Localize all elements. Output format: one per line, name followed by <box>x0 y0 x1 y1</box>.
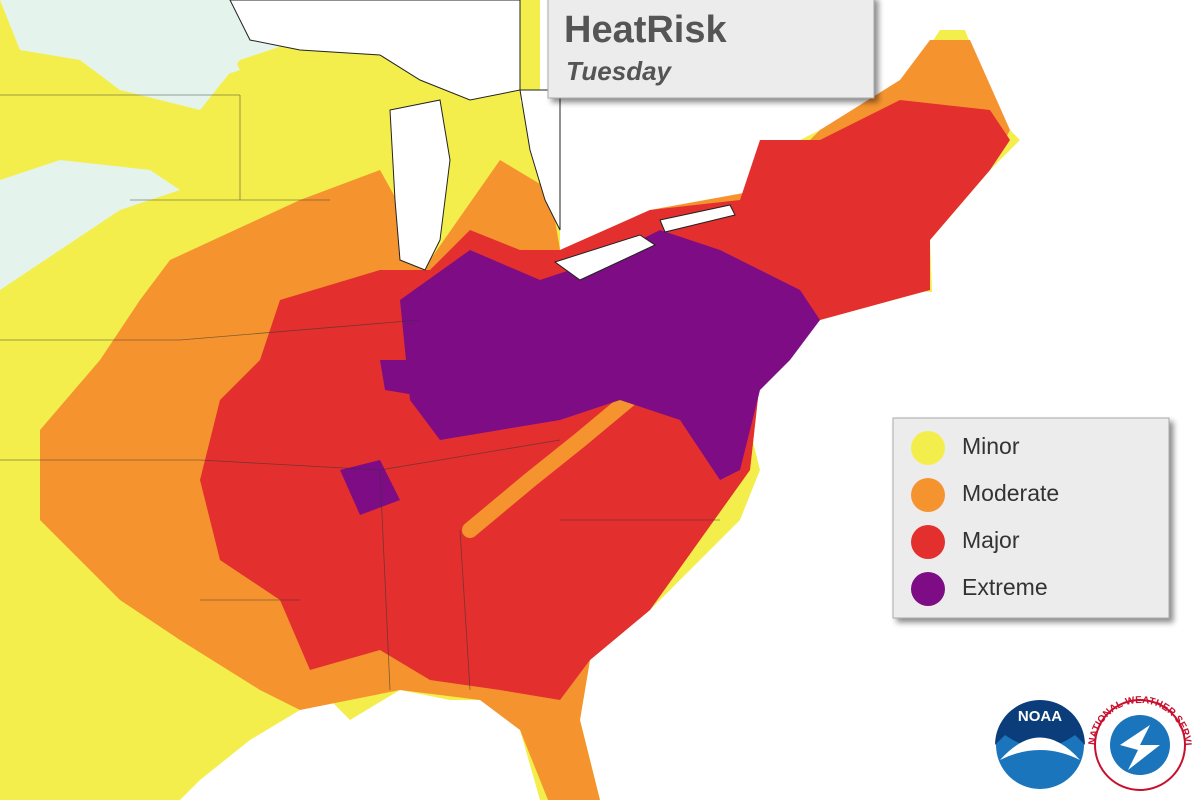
legend: Minor Moderate Major Extreme <box>892 417 1170 619</box>
lake-superior <box>229 0 521 101</box>
lake-ontario <box>659 204 736 233</box>
region-extreme <box>400 230 820 480</box>
region-extreme <box>340 460 400 515</box>
subtitle: Tuesday <box>566 56 673 86</box>
title-panel <box>547 0 875 99</box>
noaa-logo: NOAA <box>994 699 1086 791</box>
title-box: HeatRisk Tuesday <box>547 0 875 99</box>
lake-michigan <box>389 99 451 271</box>
no-risk-patch <box>0 160 180 290</box>
no-risk-patch <box>130 30 240 90</box>
legend-swatch <box>911 431 945 465</box>
legend-label: Major <box>962 527 1020 553</box>
border <box>0 94 720 691</box>
noaa-top <box>995 700 1085 748</box>
legend-label: Minor <box>962 433 1020 459</box>
legend-swatch <box>911 572 945 606</box>
title: HeatRisk <box>564 9 727 51</box>
legend-swatch <box>911 478 945 512</box>
lakes <box>229 0 736 281</box>
nws-bolt <box>1120 725 1160 770</box>
legend-label: Extreme <box>962 574 1048 600</box>
noaa-text: NOAA <box>1018 708 1062 725</box>
legend-swatch <box>911 525 945 559</box>
legend-label: Moderate <box>962 480 1059 506</box>
lake-erie <box>553 234 657 281</box>
noaa-gull <box>1000 737 1080 760</box>
borders <box>0 94 720 691</box>
region-extreme <box>380 360 415 395</box>
